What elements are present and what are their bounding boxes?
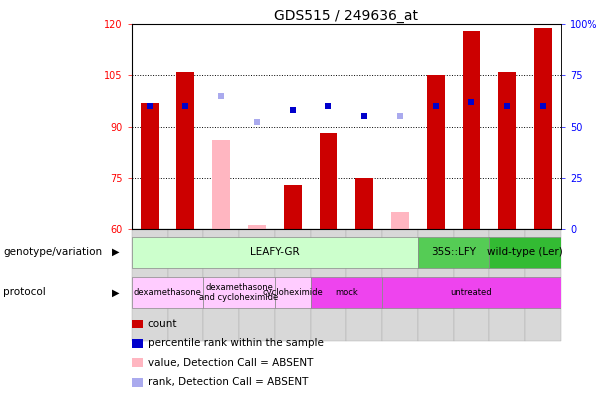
Text: percentile rank within the sample: percentile rank within the sample — [148, 339, 324, 348]
Text: genotype/variation: genotype/variation — [3, 247, 102, 257]
Text: 35S::LFY: 35S::LFY — [431, 247, 476, 257]
Text: untreated: untreated — [451, 288, 492, 297]
Bar — [356, 178, 373, 229]
Bar — [311, 277, 382, 308]
Bar — [167, 229, 204, 341]
Text: wild-type (Ler): wild-type (Ler) — [487, 247, 563, 257]
Bar — [141, 103, 159, 229]
Bar — [382, 229, 418, 341]
Text: LEAFY-GR: LEAFY-GR — [250, 247, 300, 257]
Bar — [204, 277, 275, 308]
Bar — [132, 277, 204, 308]
Bar — [284, 185, 302, 229]
Bar — [427, 75, 444, 229]
Text: ▶: ▶ — [112, 288, 120, 297]
Title: GDS515 / 249636_at: GDS515 / 249636_at — [275, 9, 418, 23]
Bar — [275, 229, 311, 341]
Bar — [346, 229, 382, 341]
Bar — [275, 277, 311, 308]
Text: ▶: ▶ — [112, 247, 120, 257]
Text: cycloheximide: cycloheximide — [262, 288, 323, 297]
Text: value, Detection Call = ABSENT: value, Detection Call = ABSENT — [148, 358, 313, 368]
Text: protocol: protocol — [3, 288, 46, 297]
Bar — [311, 229, 346, 341]
Bar — [132, 229, 167, 341]
Text: rank, Detection Call = ABSENT: rank, Detection Call = ABSENT — [148, 377, 308, 387]
Text: mock: mock — [335, 288, 358, 297]
Bar — [454, 229, 489, 341]
Bar — [463, 31, 481, 229]
Bar — [239, 229, 275, 341]
Bar — [418, 237, 489, 268]
Bar — [418, 229, 454, 341]
Bar — [489, 229, 525, 341]
Bar — [391, 212, 409, 229]
Bar — [177, 72, 194, 229]
Bar — [212, 140, 230, 229]
Bar — [534, 28, 552, 229]
Text: dexamethasone
and cycloheximide: dexamethasone and cycloheximide — [199, 283, 279, 302]
Bar — [132, 237, 418, 268]
Bar — [382, 277, 561, 308]
Text: count: count — [148, 319, 177, 329]
Bar — [489, 237, 561, 268]
Bar — [248, 226, 266, 229]
Bar — [498, 72, 516, 229]
Bar — [204, 229, 239, 341]
Text: dexamethasone: dexamethasone — [134, 288, 202, 297]
Bar — [319, 133, 337, 229]
Bar — [525, 229, 561, 341]
